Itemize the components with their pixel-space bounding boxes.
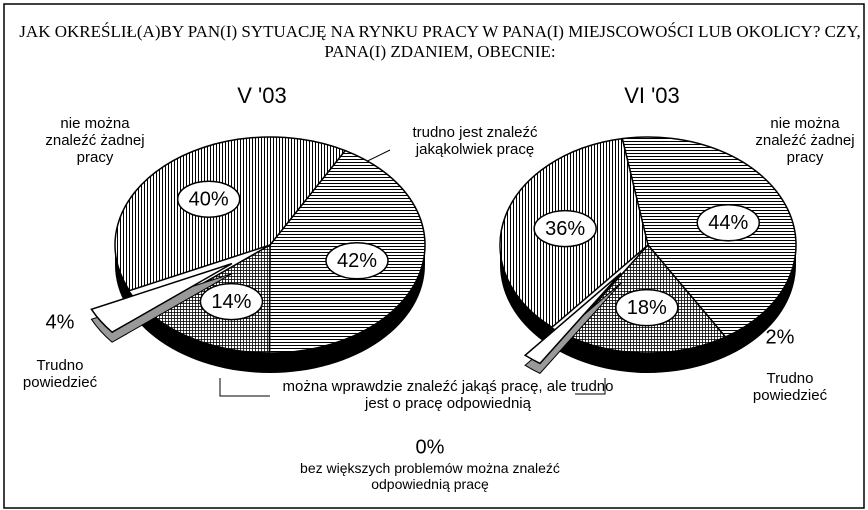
slice bbox=[114, 136, 347, 292]
value-bubble bbox=[176, 180, 241, 218]
value-label: 44% bbox=[708, 212, 748, 234]
value-label: 42% bbox=[337, 250, 377, 272]
category-label: trudno jest znaleźć jakąkolwiek pracę bbox=[412, 124, 538, 158]
slice bbox=[523, 272, 622, 365]
pie-side bbox=[115, 245, 425, 373]
category-label: Trudno powiedzieć bbox=[752, 370, 828, 404]
annotation-value: 0% bbox=[416, 436, 445, 458]
leader-line bbox=[219, 378, 270, 397]
category-label: nie można znaleźć żadnej pracy bbox=[45, 115, 145, 166]
value-bubble bbox=[199, 282, 264, 321]
value-bubble bbox=[325, 242, 389, 280]
category-label: nie można znaleźć żadnej pracy bbox=[755, 115, 855, 166]
value-label: 2% bbox=[766, 326, 795, 348]
value-bubble bbox=[615, 288, 679, 327]
category-label: Trudno powiedzieć bbox=[22, 357, 98, 391]
leader-line bbox=[575, 378, 606, 395]
value-label: 18% bbox=[627, 297, 667, 319]
series-name: VI '03 bbox=[624, 83, 680, 108]
annotation-label: bez większych problemów można znaleźć od… bbox=[300, 460, 560, 492]
value-label: 4% bbox=[46, 311, 75, 333]
value-label: 40% bbox=[189, 188, 229, 210]
value-bubble bbox=[696, 204, 760, 242]
slice bbox=[90, 262, 233, 334]
value-label: 14% bbox=[211, 291, 251, 313]
value-label: 36% bbox=[545, 218, 585, 240]
chart-title: JAK OKREŚLIŁ(A)BY PAN(I) SYTUACJĘ NA RYN… bbox=[19, 22, 861, 61]
slice-side bbox=[90, 273, 233, 343]
series-name: V '03 bbox=[237, 83, 286, 108]
frame bbox=[3, 3, 865, 509]
category-label: można wprawdzie znaleźć jakąś pracę, ale… bbox=[282, 378, 614, 412]
value-bubble bbox=[533, 209, 597, 248]
pie-side bbox=[500, 245, 796, 373]
